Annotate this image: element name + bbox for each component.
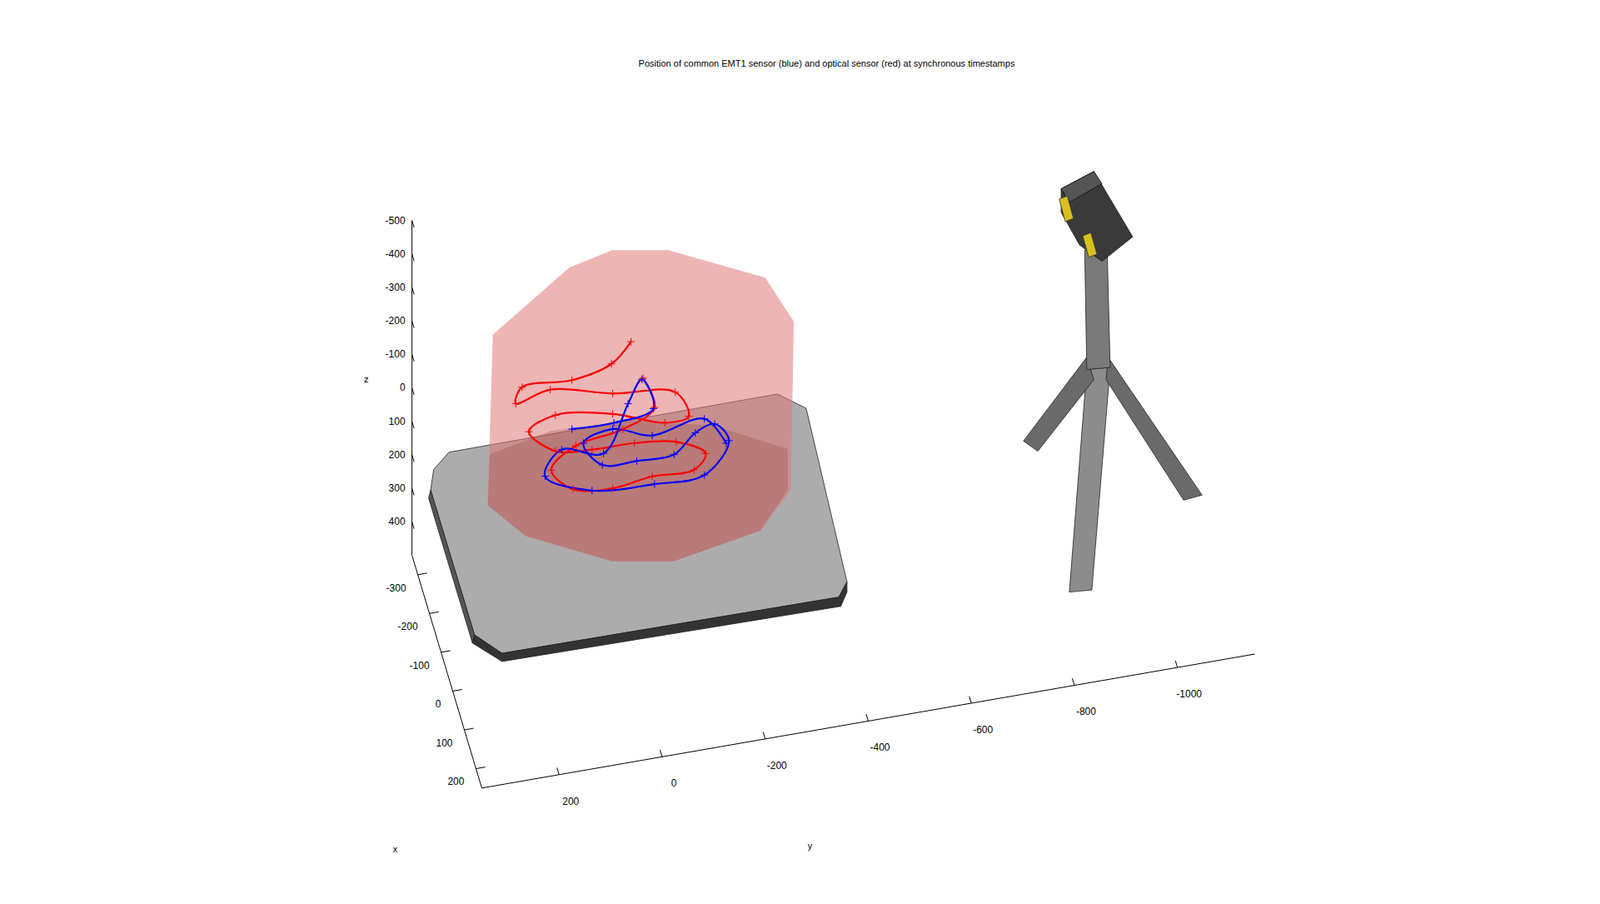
svg-text:0: 0 <box>671 777 678 789</box>
svg-text:0: 0 <box>399 381 406 394</box>
svg-text:-1000: -1000 <box>1176 687 1202 700</box>
svg-text:-400: -400 <box>385 248 406 260</box>
svg-text:-300: -300 <box>386 582 407 594</box>
svg-text:x: x <box>393 843 399 854</box>
svg-text:-300: -300 <box>385 281 406 294</box>
svg-text:-100: -100 <box>385 348 406 360</box>
svg-text:0: 0 <box>435 697 442 710</box>
svg-text:400: 400 <box>388 515 406 528</box>
svg-text:300: 300 <box>388 482 406 494</box>
svg-text:Position of common EMT1 sensor: Position of common EMT1 sensor (blue) an… <box>638 58 1016 69</box>
svg-text:y: y <box>807 840 813 851</box>
svg-text:-600: -600 <box>972 723 993 736</box>
svg-text:z: z <box>363 373 369 384</box>
svg-text:-200: -200 <box>385 314 406 327</box>
svg-text:200: 200 <box>388 448 406 461</box>
svg-text:100: 100 <box>435 737 453 749</box>
svg-text:200: 200 <box>562 795 579 808</box>
svg-text:-500: -500 <box>385 214 406 227</box>
svg-text:-400: -400 <box>869 741 890 753</box>
svg-text:100: 100 <box>388 415 406 428</box>
svg-text:-200: -200 <box>398 620 419 633</box>
svg-text:200: 200 <box>447 775 464 788</box>
svg-text:-800: -800 <box>1076 705 1097 718</box>
svg-text:-200: -200 <box>767 759 788 772</box>
svg-text:-100: -100 <box>409 659 430 672</box>
